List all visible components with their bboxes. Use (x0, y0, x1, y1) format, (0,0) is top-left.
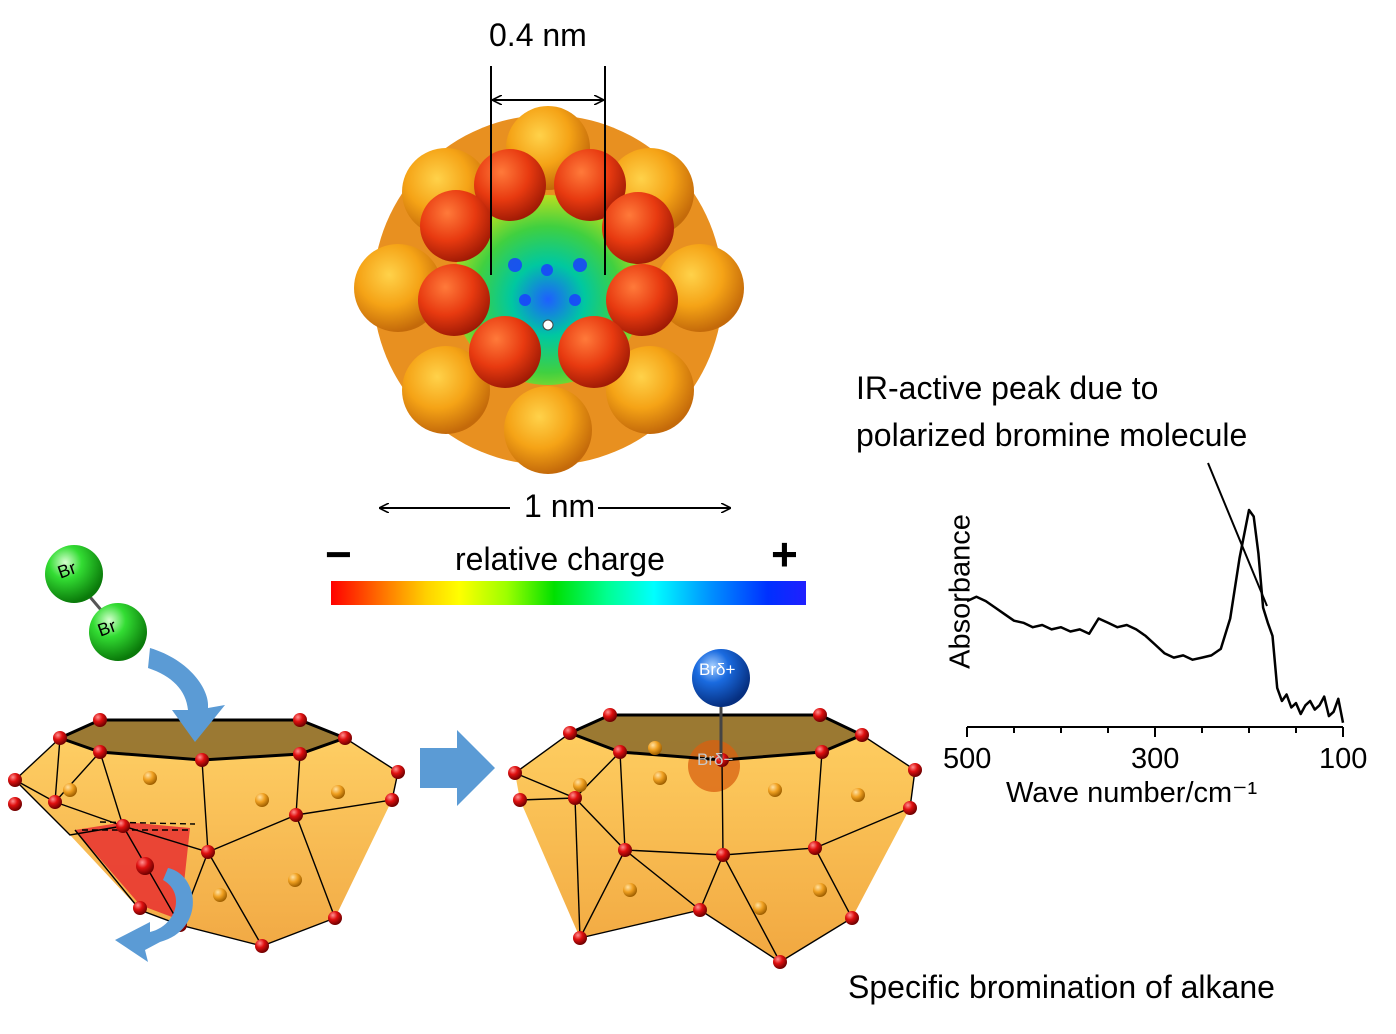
reaction-arrow (420, 730, 495, 806)
br2-molecule (45, 545, 147, 661)
left-oxygen-atoms (8, 713, 405, 953)
pore-dimension (490, 66, 606, 275)
x-tick-label-500: 500 (943, 743, 992, 775)
annotation-pointer (1207, 462, 1268, 607)
x-tick-label-300: 300 (1131, 743, 1180, 775)
pore-size-label: 0.4 nm (489, 17, 587, 53)
blue-spots (508, 258, 587, 306)
molecule-size-label: 1 nm (524, 488, 596, 524)
charge-gradient-bar (331, 581, 806, 605)
inner-red-spheres (418, 149, 678, 388)
esp-surface (354, 106, 744, 474)
br-delta-minus-label: Brδ− (697, 750, 734, 769)
relative-charge-label: relative charge (455, 541, 665, 577)
curved-arrow-in (148, 648, 225, 742)
right-oxygen-atoms (508, 708, 922, 969)
minus-sign: − (325, 528, 352, 580)
annotation-line-1: IR-active peak due to (856, 370, 1159, 406)
ir-spectrum-chart (966, 462, 1345, 737)
right-cluster (508, 649, 922, 969)
curved-arrow-out (115, 868, 193, 962)
x-tick-label-100: 100 (1319, 743, 1368, 775)
left-cluster (8, 713, 405, 953)
x-axis-label: Wave number/cm⁻¹ (1006, 777, 1258, 809)
plus-sign: + (771, 528, 798, 580)
left-metal-atoms (63, 771, 345, 902)
spectrum-series-line (966, 508, 1345, 723)
annotation-line-2: polarized bromine molecule (856, 417, 1248, 453)
right-metal-atoms (573, 741, 865, 915)
figure-caption: Specific bromination of alkane (848, 969, 1275, 1005)
br-delta-plus-label: Brδ+ (699, 660, 736, 679)
br-delta-plus-atom (692, 649, 750, 707)
y-axis-label: Absorbance (944, 514, 977, 669)
x-ticks (966, 727, 1344, 737)
